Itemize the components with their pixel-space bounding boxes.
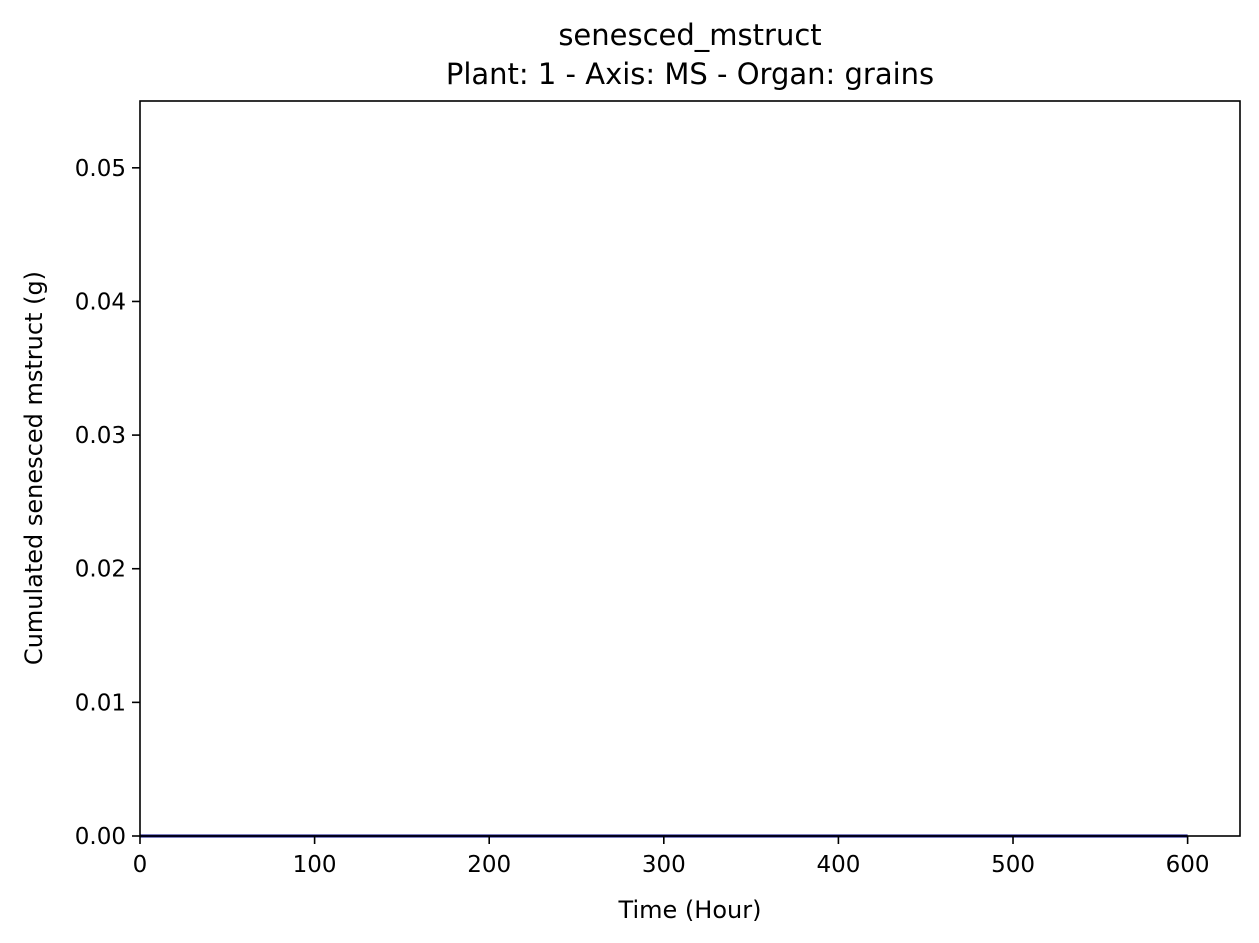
y-axis-label: Cumulated senesced mstruct (g)	[20, 271, 48, 665]
chart-subtitle: Plant: 1 - Axis: MS - Organ: grains	[446, 57, 934, 91]
x-tick-label: 300	[642, 852, 686, 878]
chart-title: senesced_mstruct	[558, 18, 821, 52]
x-tick-label: 500	[991, 852, 1035, 878]
x-tick-label: 100	[293, 852, 337, 878]
plot-frame	[139, 100, 1241, 837]
x-tick-label: 200	[467, 852, 511, 878]
x-tick-label: 600	[1166, 852, 1210, 878]
x-tick-label: 400	[816, 852, 860, 878]
y-tick-label: 0.05	[75, 156, 126, 182]
y-tick-label: 0.01	[75, 690, 126, 716]
y-tick-label: 0.04	[75, 289, 126, 315]
y-tick-label: 0.00	[75, 824, 126, 850]
ticks-layer: 0 100 200 300 400 500 600 0.00 0.01 0.02 0.03 0.04 0…	[75, 156, 1210, 878]
x-axis-label: Time (Hour)	[618, 896, 762, 924]
y-tick-label: 0.03	[75, 423, 126, 449]
x-tick-label: 0	[133, 852, 148, 878]
y-tick-label: 0.02	[75, 557, 126, 583]
